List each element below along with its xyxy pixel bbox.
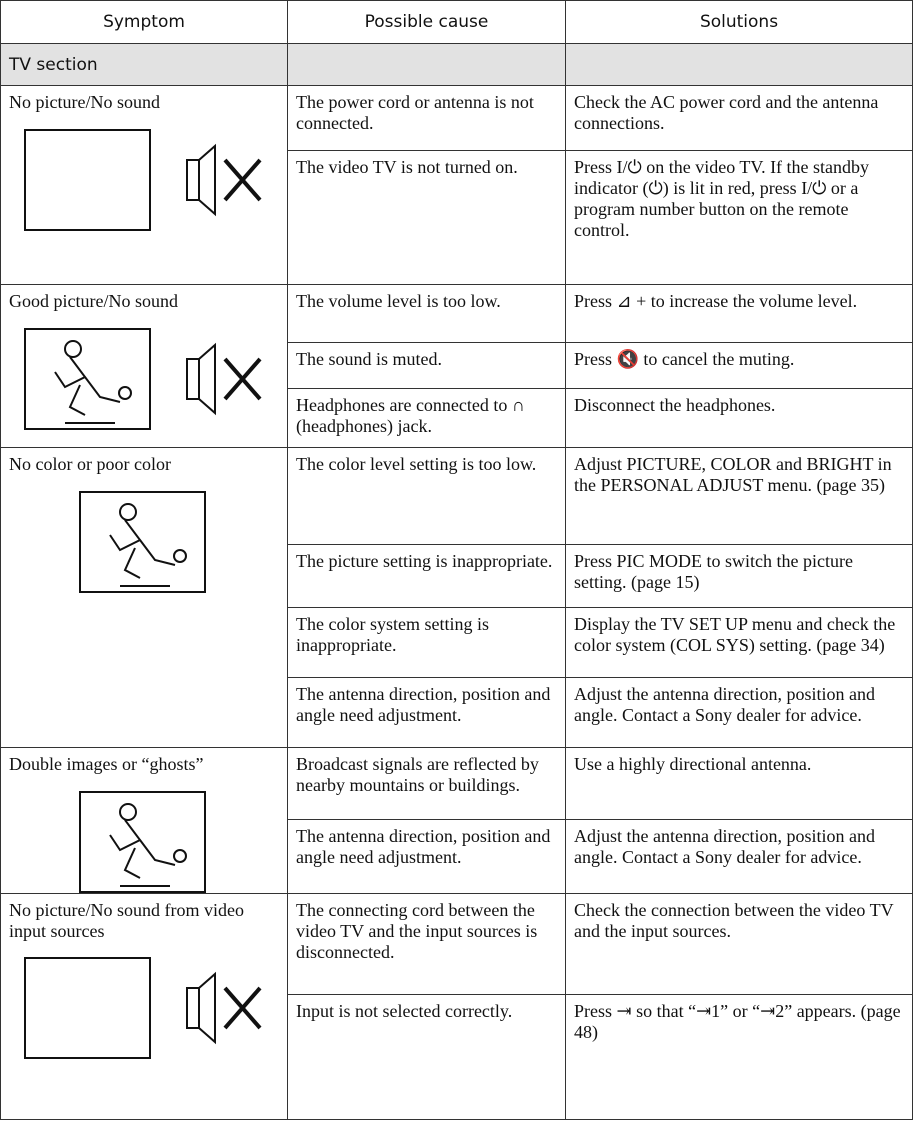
solution: Press 🔇 to cancel the muting. [566,343,913,389]
solution: Press I/⏻ on the video TV. If the standb… [566,151,913,285]
symptom: No picture/No sound [0,86,288,285]
cause: The color level setting is too low. [288,448,566,545]
solution: Check the connection between the video T… [566,894,913,995]
solution: Press PIC MODE to switch the picture set… [566,545,913,608]
solution: Use a highly directional antenna. [566,748,913,820]
cause: The color system setting is inappropriat… [288,608,566,678]
symptom: No color or poor color [0,448,288,748]
cause: The video TV is not turned on. [288,151,566,285]
solution: Adjust the antenna direction, position a… [566,820,913,894]
symptom: No picture/No sound from video input sou… [0,894,288,1120]
illustration [24,328,262,430]
cause: The power cord or antenna is not connect… [288,86,566,151]
column-header: Symptom [0,0,288,44]
solution: Disconnect the headphones. [566,389,913,448]
solution: Adjust PICTURE, COLOR and BRIGHT in the … [566,448,913,545]
section-fill [566,44,913,86]
cause: Headphones are connected to ∩ (headphone… [288,389,566,448]
section-fill [288,44,566,86]
cause: Input is not selected correctly. [288,995,566,1120]
cause: The antenna direction, position and angl… [288,820,566,894]
column-header: Possible cause [288,0,566,44]
symptom: Double images or “ghosts” [0,748,288,894]
solution: Press ⇥ so that “⇥1” or “⇥2” appears. (p… [566,995,913,1120]
cause: The sound is muted. [288,343,566,389]
illustration [79,491,206,593]
symptom: Good picture/No sound [0,285,288,448]
cause: The volume level is too low. [288,285,566,343]
solution: Check the AC power cord and the antenna … [566,86,913,151]
cause: Broadcast signals are reflected by nearb… [288,748,566,820]
cause: The picture setting is inappropriate. [288,545,566,608]
solution: Press ⊿ + to increase the volume level. [566,285,913,343]
cause: The connecting cord between the video TV… [288,894,566,995]
illustration [24,129,262,231]
column-header: Solutions [566,0,913,44]
illustration [24,957,262,1059]
solution: Display the TV SET UP menu and check the… [566,608,913,678]
solution: Adjust the antenna direction, position a… [566,678,913,748]
illustration [79,791,206,893]
cause: The antenna direction, position and angl… [288,678,566,748]
section-label: TV section [0,44,288,86]
